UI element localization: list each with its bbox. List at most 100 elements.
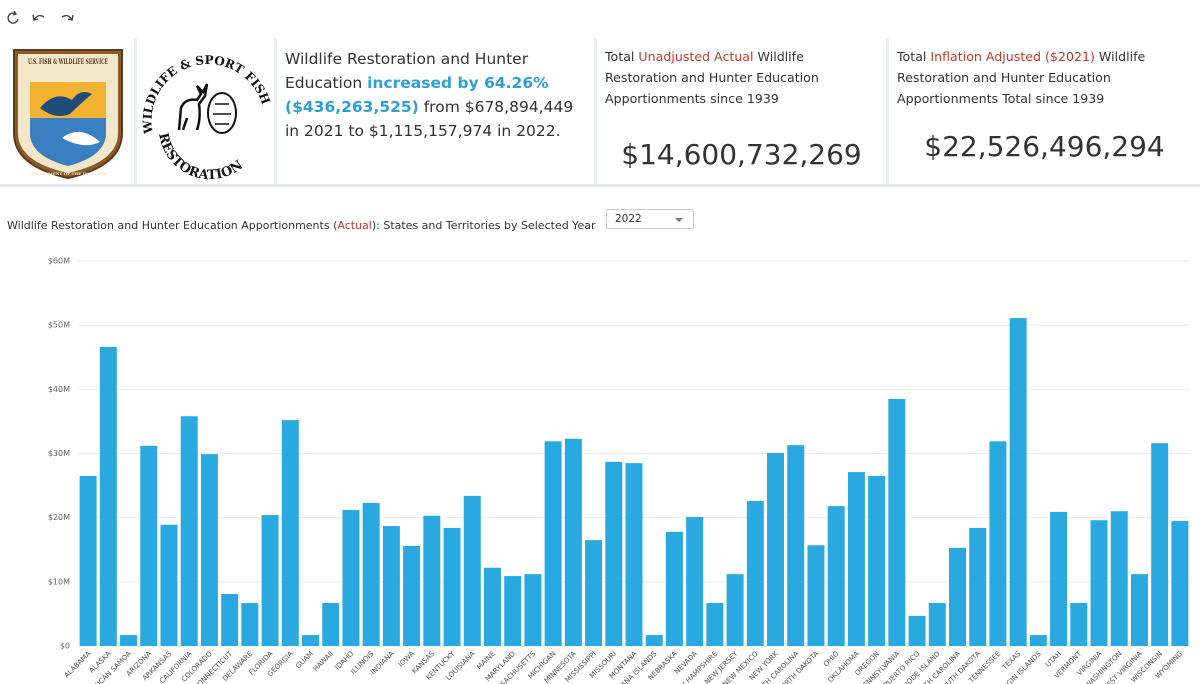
wsfr-logo: WILDLIFE & SPORT FISH RESTORATION (140, 53, 273, 184)
bar (524, 574, 542, 646)
bar (605, 461, 623, 646)
bar (625, 463, 643, 646)
logo-card: U.S. FISH & WILDLIFE SERVICE DEPARTMENT … (0, 38, 137, 184)
bar (928, 603, 946, 646)
svg-text:RESTORATION: RESTORATION (155, 132, 246, 184)
bar (120, 635, 138, 646)
bar (1130, 574, 1148, 646)
bar (281, 420, 299, 646)
bar (403, 545, 421, 646)
bar (969, 527, 987, 646)
bar (868, 475, 886, 646)
kpi-value: $14,600,732,269 (621, 138, 862, 171)
logo-text: RESTORATION (155, 132, 246, 184)
bar (241, 603, 259, 646)
year-dropdown[interactable]: 2022 (606, 209, 694, 229)
bar (888, 398, 906, 646)
summary-highlight: increased by 64.26% ($436,263,525) (285, 74, 549, 116)
kpi-label-highlight: Unadjusted Actual (638, 49, 754, 64)
bar (989, 441, 1007, 646)
bar (1029, 635, 1047, 646)
y-tick-label: $50M (48, 321, 70, 330)
bar (1151, 443, 1169, 646)
bar (221, 594, 239, 646)
bar (99, 346, 117, 646)
bar (180, 416, 198, 646)
bar (746, 500, 764, 646)
y-tick-label: $60M (48, 257, 70, 266)
summary-part: Wildlife Restoration and Hunter Educatio… (285, 50, 529, 92)
bar (382, 526, 400, 646)
bar (767, 452, 785, 646)
y-tick-label: $10M (48, 577, 70, 586)
summary-text: Wildlife Restoration and Hunter Educatio… (277, 38, 594, 143)
kpi-label: Total Inflation Adjusted ($2021) Wildlif… (889, 38, 1200, 109)
y-tick-label: $0 (60, 642, 70, 651)
refresh-arrow (12, 10, 18, 16)
bar (787, 445, 805, 646)
y-tick-label: $40M (48, 385, 70, 394)
y-tick-label: $20M (48, 513, 70, 522)
refresh-icon[interactable] (7, 12, 19, 24)
bar (544, 441, 562, 646)
bar (423, 515, 441, 646)
kpi-label-part: Total (897, 49, 931, 64)
kpi-label-part: Wildlife Restoration and Hunter Educatio… (605, 49, 819, 106)
kpi-label: Total Unadjusted Actual Wildlife Restora… (597, 38, 886, 109)
undo-arrow (32, 14, 39, 21)
bar (463, 495, 481, 646)
bar (504, 576, 522, 646)
bar (1090, 520, 1108, 646)
bar (706, 603, 724, 646)
bar (847, 472, 865, 646)
kpi-label-part: Total (605, 49, 639, 64)
bar (1050, 511, 1068, 646)
summary-part: from $678,894,449 in 2021 to $1,115,157,… (285, 98, 574, 140)
bar (140, 445, 158, 646)
bar (564, 438, 582, 646)
kpi-card: Total Inflation Adjusted ($2021) Wildlif… (889, 38, 1200, 184)
bar (948, 547, 966, 646)
kpi-label-part: Wildlife Restoration and Hunter Educatio… (897, 49, 1146, 106)
chart: $0$10M$20M$30M$40M$50M$60MALABAMAALASKAA… (48, 257, 1190, 684)
toolbar (7, 10, 74, 24)
chart-title-part: ): States and Territories by Selected Ye… (371, 219, 596, 232)
redo-arrow (67, 14, 74, 21)
logo-text: U.S. FISH & WILDLIFE SERVICE (28, 57, 108, 66)
bar (483, 567, 501, 646)
bar (1171, 520, 1189, 646)
bar (79, 475, 97, 646)
bar (726, 574, 744, 646)
x-tick-label: HAWAII (312, 650, 335, 673)
logo-text: DEPARTMENT OF THE INTERIOR (30, 171, 107, 176)
summary-card: Wildlife Restoration and Hunter Educatio… (277, 38, 597, 184)
bar (322, 603, 340, 646)
bar (342, 509, 360, 646)
bar (665, 531, 683, 646)
undo-icon[interactable] (33, 14, 45, 21)
fws-logo: U.S. FISH & WILDLIFE SERVICE DEPARTMENT … (13, 49, 123, 180)
divider (0, 184, 1200, 187)
x-tick-label: ALABAMA (63, 650, 93, 680)
chart-title: Wildlife Restoration and Hunter Educatio… (7, 219, 595, 232)
bar (686, 517, 704, 646)
kpi-label-highlight: Inflation Adjusted ($2021) (930, 49, 1095, 64)
bar (645, 635, 663, 646)
chart-title-highlight: Actual (337, 219, 372, 232)
bar (261, 515, 279, 646)
bar (443, 527, 461, 646)
redo-icon[interactable] (61, 14, 73, 21)
bar (1110, 511, 1128, 646)
chart-title-part: Wildlife Restoration and Hunter Educatio… (7, 219, 338, 232)
bar (1070, 603, 1088, 646)
bar (302, 635, 320, 646)
bar (1009, 318, 1027, 646)
bar (807, 545, 825, 646)
bar (362, 502, 380, 646)
bar (827, 506, 845, 646)
bar (908, 615, 926, 646)
kpi-card: Total Unadjusted Actual Wildlife Restora… (597, 38, 889, 184)
y-tick-label: $30M (48, 449, 70, 458)
kpi-value: $22,526,496,294 (924, 130, 1165, 163)
